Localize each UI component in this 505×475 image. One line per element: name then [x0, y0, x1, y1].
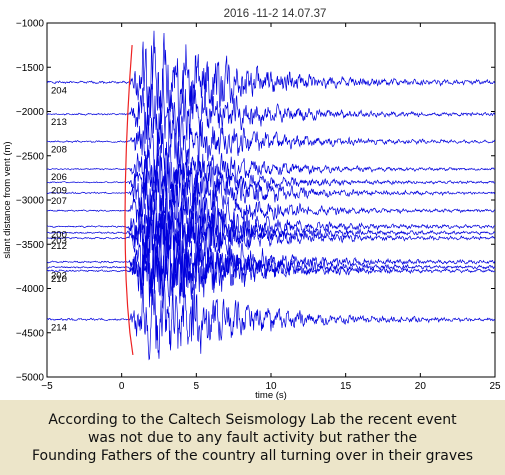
trace-line: [46, 144, 496, 197]
y-tick-label: −2500: [16, 151, 45, 162]
station-label: 204: [51, 85, 67, 96]
caption-box: According to the Caltech Seismology Lab …: [0, 400, 505, 475]
y-tick-label: −3500: [16, 240, 45, 251]
y-tick-label: −4000: [16, 284, 45, 295]
y-tick-label: −5000: [16, 373, 45, 384]
station-label: 212: [51, 241, 67, 252]
station-label: 210: [51, 274, 67, 285]
x-tick-label: 15: [340, 381, 352, 392]
trace-line: [46, 114, 496, 180]
y-axis-label: slant distance from vent (m): [2, 141, 13, 258]
trace-line: [46, 182, 496, 245]
onset-curve-line: [124, 45, 134, 355]
trace-line: [46, 30, 496, 137]
trace-line: [46, 152, 496, 212]
station-label: 207: [51, 196, 67, 207]
trace-line: [46, 277, 496, 361]
seismic-traces: [46, 30, 496, 361]
x-tick-label: 20: [415, 381, 427, 392]
caption-text: According to the Caltech Seismology Lab …: [31, 411, 474, 464]
y-tick-label: −1000: [16, 19, 45, 30]
trace-line: [46, 205, 496, 274]
station-label: 208: [51, 145, 67, 156]
onset-curve: [124, 45, 134, 355]
x-axis-label: time (s): [255, 390, 287, 400]
station-label: 214: [51, 322, 67, 333]
chart-title: 2016 -11-2 14.07.37: [224, 8, 327, 20]
station-label: 200: [51, 230, 67, 241]
trace-line: [46, 198, 496, 271]
y-tick-label: −4500: [16, 328, 45, 339]
y-tick-label: −2000: [16, 107, 45, 118]
x-tick-label: 10: [265, 381, 277, 392]
x-tick-label: 25: [489, 381, 501, 392]
station-label: 213: [51, 117, 67, 128]
x-tick-label: 5: [194, 381, 200, 392]
station-label: 209: [51, 185, 67, 196]
trace-line: [46, 67, 496, 157]
y-tick-label: −1500: [16, 63, 45, 74]
x-tick-label: −5: [41, 381, 53, 392]
y-tick-label: −3000: [16, 196, 45, 207]
trace-line: [46, 230, 496, 299]
trace-line: [46, 189, 496, 255]
trace-line: [46, 226, 496, 309]
station-label: 202: [51, 270, 67, 281]
axis-ticks: −5 0 5 10 15 20 25 −1000 −1500 −2000 −2500 −3000 −35…: [16, 19, 501, 393]
trace-line: [46, 225, 496, 308]
station-label: 203: [51, 236, 67, 247]
x-tick-label: 0: [119, 381, 125, 392]
trace-line: [46, 166, 496, 221]
seismogram-chart: 2016 -11-2 14.07.37 20421320820620920720…: [2, 8, 501, 400]
station-label: 206: [51, 172, 67, 183]
plot-frame: [46, 22, 496, 378]
